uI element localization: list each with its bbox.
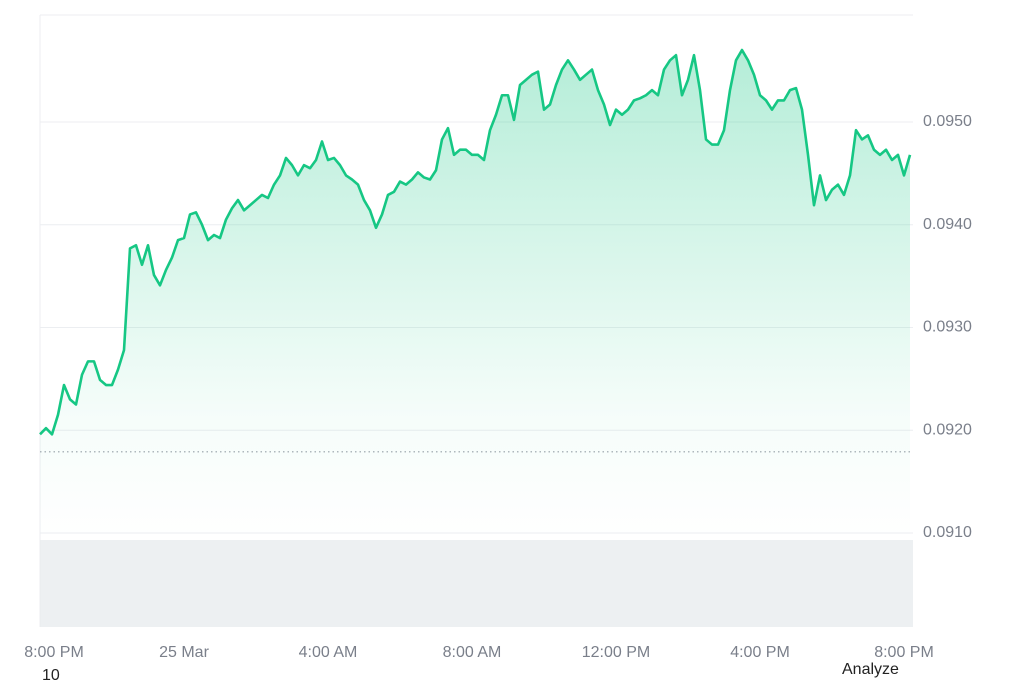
x-tick-label: 4:00 PM xyxy=(730,644,790,661)
price-line xyxy=(39,48,912,436)
y-tick-label: 0.0910 xyxy=(923,524,972,541)
area xyxy=(40,50,910,540)
x-tick-label: 8:00 PM xyxy=(874,644,934,661)
y-tick-label: 0.0950 xyxy=(923,113,972,130)
volume-area xyxy=(40,540,913,627)
y-tick-label: 0.0930 xyxy=(923,319,972,336)
y-tick-label: 0.0940 xyxy=(923,216,972,233)
x-tick-label: 12:00 PM xyxy=(582,644,650,661)
x-tick-label: 25 Mar xyxy=(159,644,209,661)
x-tick-label: 4:00 AM xyxy=(299,644,358,661)
footer-right[interactable]: Analyze xyxy=(842,661,899,678)
y-tick-label: 0.0920 xyxy=(923,421,972,438)
footer-left: 10 xyxy=(42,667,60,682)
x-tick-label: 8:00 AM xyxy=(443,644,502,661)
x-tick-label: 8:00 PM xyxy=(24,644,84,661)
